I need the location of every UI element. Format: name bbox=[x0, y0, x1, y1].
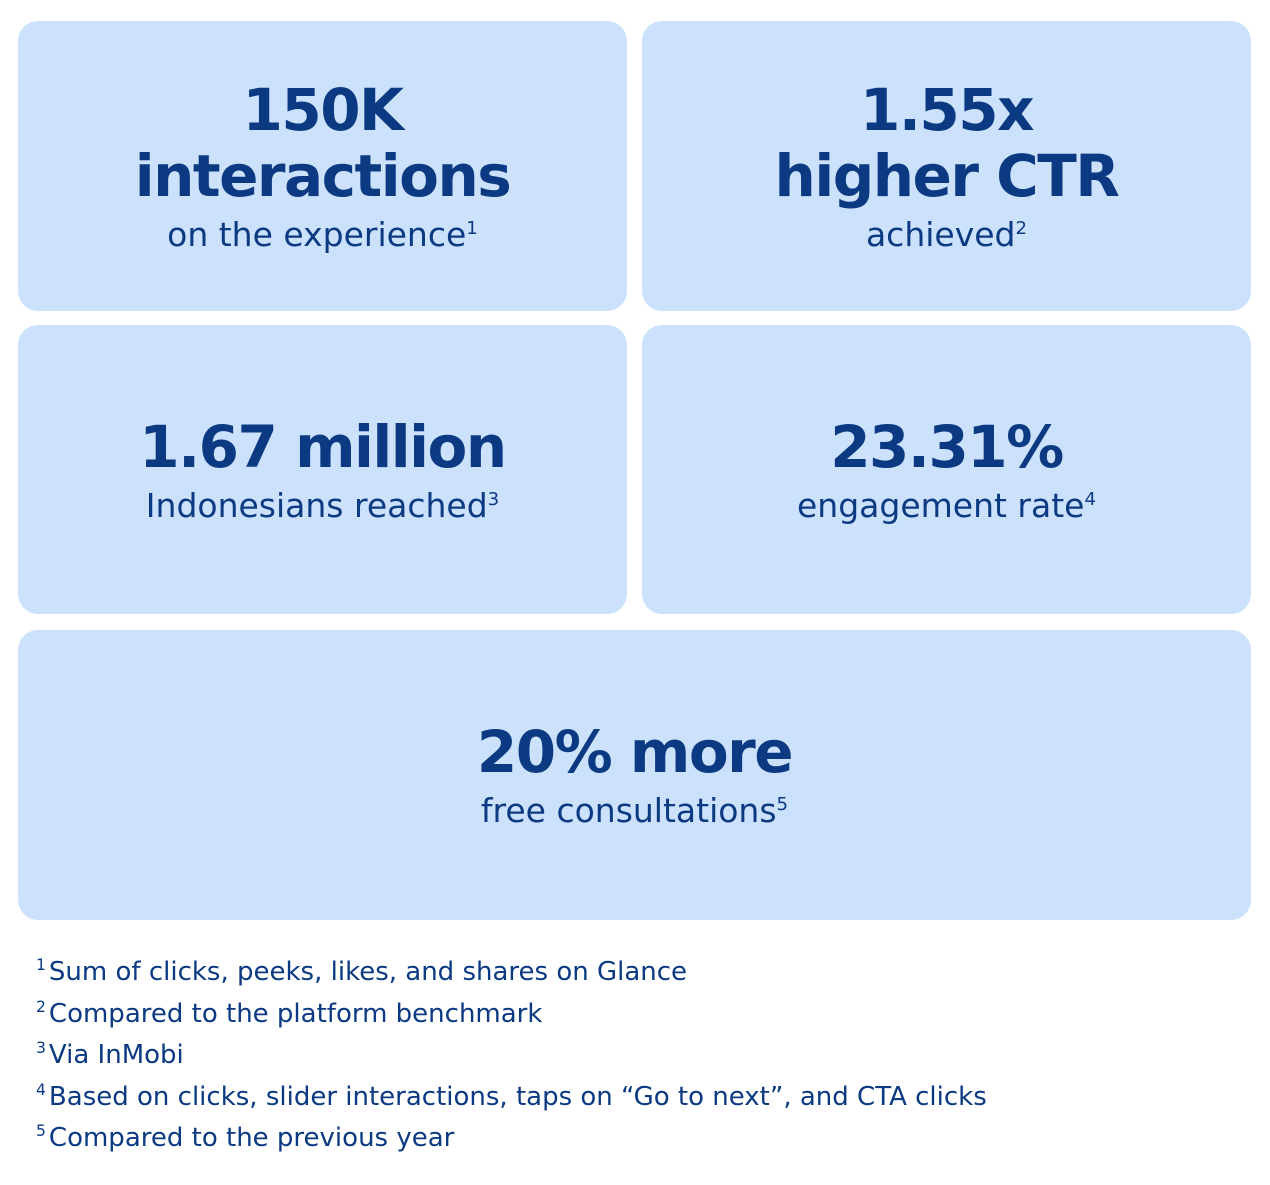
stat-card-reach: 1.67 million Indonesians reached3 bbox=[18, 325, 627, 614]
footnote-marker: 1 bbox=[36, 956, 46, 975]
footnote-item: 3 Via InMobi bbox=[36, 1035, 1236, 1077]
stat-caption: achieved2 bbox=[866, 215, 1027, 255]
stat-caption: engagement rate4 bbox=[797, 486, 1096, 526]
stat-caption-text: engagement rate bbox=[796, 485, 1085, 525]
footnote-marker: 3 bbox=[36, 1039, 46, 1058]
stat-card-engagement: 23.31% engagement rate4 bbox=[642, 325, 1251, 614]
footnote-marker: 2 bbox=[36, 997, 46, 1016]
footnote-marker: 4 bbox=[1084, 488, 1096, 510]
footnote-marker: 5 bbox=[36, 1122, 46, 1141]
stat-value: 150K bbox=[242, 76, 404, 144]
stat-card-consultations: 20% more free consultations5 bbox=[18, 630, 1251, 920]
stat-card-ctr: 1.55x higher CTR achieved2 bbox=[642, 21, 1251, 311]
stat-caption: on the experience1 bbox=[167, 215, 478, 255]
stat-caption-text: achieved bbox=[865, 215, 1016, 254]
footnote-marker: 5 bbox=[776, 794, 789, 815]
footnote-text: Via InMobi bbox=[48, 1040, 184, 1070]
footnote-text: Compared to the previous year bbox=[48, 1123, 455, 1153]
stat-value: 1.55x bbox=[859, 76, 1035, 144]
stat-caption: free consultations5 bbox=[481, 791, 788, 831]
footnote-text: Based on clicks, slider interactions, ta… bbox=[48, 1081, 987, 1112]
stat-label: interactions bbox=[134, 142, 512, 210]
footnote-marker: 2 bbox=[1015, 218, 1028, 239]
footnote-marker: 3 bbox=[487, 488, 500, 510]
stat-value: 20% more bbox=[476, 718, 794, 786]
stat-caption-text: Indonesians reached bbox=[145, 485, 488, 525]
footnote-marker: 4 bbox=[36, 1080, 46, 1099]
stat-caption-text: free consultations bbox=[480, 791, 777, 830]
stat-caption: Indonesians reached3 bbox=[146, 486, 499, 526]
footnote-item: 4 Based on clicks, slider interactions, t… bbox=[36, 1077, 1236, 1119]
stat-caption-text: on the experience bbox=[167, 215, 467, 254]
stat-label: higher CTR bbox=[774, 142, 1120, 210]
stat-value: 1.67 million bbox=[139, 412, 507, 481]
footnote-marker: 1 bbox=[466, 218, 478, 239]
footnote-item: 1 Sum of clicks, peeks, likes, and shares… bbox=[36, 952, 1236, 994]
footnote-item: 5 Compared to the previous year bbox=[36, 1118, 1236, 1160]
footnote-item: 2 Compared to the platform benchmark bbox=[36, 994, 1236, 1036]
footnote-text: Compared to the platform benchmark bbox=[48, 998, 543, 1029]
footnote-text: Sum of clicks, peeks, likes, and shares … bbox=[48, 957, 688, 987]
stat-value: 23.31% bbox=[830, 412, 1064, 481]
footnotes-list: 1 Sum of clicks, peeks, likes, and shares… bbox=[36, 952, 1236, 1160]
stat-card-interactions: 150K interactions on the experience1 bbox=[18, 21, 627, 311]
